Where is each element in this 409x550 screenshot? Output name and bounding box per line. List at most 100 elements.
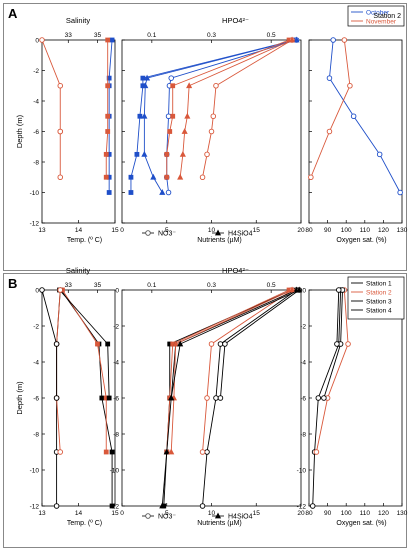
x-tick-label: 10	[208, 227, 216, 234]
data-point	[57, 82, 64, 89]
y-tick-label: -4	[113, 359, 119, 366]
legend-label: H4SiO4	[228, 231, 253, 238]
data-point	[170, 83, 176, 89]
data-point	[376, 151, 383, 158]
data-point	[106, 190, 112, 195]
data-point	[308, 174, 314, 180]
top-axis-label: Salinity	[66, 266, 90, 275]
top-tick-label: 0.5	[267, 32, 276, 39]
x-axis-label: Temp. (º C)	[67, 237, 102, 244]
x-tick-label: 15	[111, 510, 119, 517]
legend-marker	[214, 512, 222, 519]
data-point	[39, 287, 45, 293]
data-point	[213, 395, 219, 401]
y-tick-label: -6	[33, 395, 39, 402]
legend-label: Station 1	[366, 281, 392, 288]
data-point	[199, 449, 206, 455]
y-tick-label: -8	[113, 431, 119, 438]
data-point	[330, 37, 336, 43]
y-tick-label: -4	[33, 359, 39, 366]
x-axis-label: Nutrients (µM)	[197, 520, 241, 527]
top-tick-label: 35	[94, 282, 102, 289]
data-point	[347, 82, 353, 89]
data-point	[165, 189, 172, 196]
y-tick-label: -6	[113, 395, 119, 402]
series-line	[56, 289, 61, 453]
data-point	[172, 340, 179, 347]
data-point	[109, 503, 115, 509]
x-tick-label: 15	[253, 510, 261, 517]
y-tick-label: -12	[30, 220, 40, 227]
data-point	[210, 113, 217, 119]
top-tick-label: 33	[65, 32, 73, 39]
data-point	[288, 36, 296, 43]
data-point	[208, 128, 215, 135]
x-tick-label: 0	[120, 227, 124, 234]
data-point	[164, 151, 170, 157]
data-point	[159, 502, 166, 509]
x-tick-label: 20	[297, 510, 305, 517]
x-tick-label: 90	[324, 227, 332, 234]
top-tick-label: 0.3	[207, 32, 216, 39]
plot-frame	[308, 39, 403, 224]
y-tick-label: -8	[33, 431, 39, 438]
x-tick-label: 80	[305, 510, 313, 517]
top-tick-label: 0.3	[207, 282, 216, 289]
data-point	[177, 340, 184, 347]
series-line	[202, 39, 293, 178]
data-point	[204, 151, 210, 158]
data-point	[334, 341, 340, 347]
y-tick-label: -10	[297, 467, 307, 474]
data-point	[105, 129, 111, 134]
top-tick-label: 0.5	[267, 282, 276, 289]
series-line	[310, 39, 351, 178]
x-tick-label: 14	[75, 510, 83, 517]
y-axis-label: Depth (m)	[15, 381, 24, 415]
data-point	[345, 341, 351, 347]
x-axis-label: Temp. (º C)	[67, 520, 102, 527]
panel-label: B	[8, 276, 18, 291]
data-point	[57, 128, 64, 135]
data-point	[213, 82, 219, 89]
x-tick-label: 110	[360, 227, 371, 234]
data-point	[159, 189, 166, 195]
x-axis-label: Oxygen sat. (%)	[336, 520, 386, 527]
data-point	[106, 75, 112, 81]
data-point	[103, 151, 109, 157]
subplot-oxygen: 80 90 100 110 120 130 Oxygen sat. (%) October No…	[305, 5, 408, 244]
data-point	[186, 82, 193, 89]
legend-marker	[145, 513, 151, 519]
data-point	[341, 37, 348, 43]
data-point	[57, 174, 64, 180]
y-tick-label: -6	[33, 129, 39, 136]
data-point	[217, 395, 224, 401]
y-tick-label: -2	[33, 68, 39, 75]
series-line	[170, 289, 293, 453]
data-point	[208, 341, 215, 347]
x-tick-label: 14	[75, 227, 83, 234]
data-point	[177, 173, 184, 180]
series-line	[166, 289, 290, 453]
x-tick-label: 10	[208, 510, 216, 517]
series-line	[315, 289, 349, 453]
legend-box	[347, 276, 405, 320]
data-point	[321, 395, 327, 401]
x-axis-label: Oxygen sat. (%)	[336, 237, 386, 244]
data-point	[164, 174, 170, 180]
data-point	[217, 341, 224, 347]
y-tick-label: 0	[115, 287, 119, 294]
x-tick-label: 13	[38, 227, 46, 234]
data-point	[109, 37, 115, 43]
x-tick-label: 80	[305, 227, 313, 234]
y-tick-label: -4	[300, 359, 306, 366]
y-tick-label: -10	[30, 190, 40, 197]
data-point	[313, 449, 320, 455]
top-tick-label: 0.1	[147, 32, 156, 39]
x-tick-label: 110	[360, 510, 371, 517]
data-point	[165, 113, 172, 119]
series-line	[41, 39, 61, 178]
x-tick-label: 15	[111, 227, 119, 234]
